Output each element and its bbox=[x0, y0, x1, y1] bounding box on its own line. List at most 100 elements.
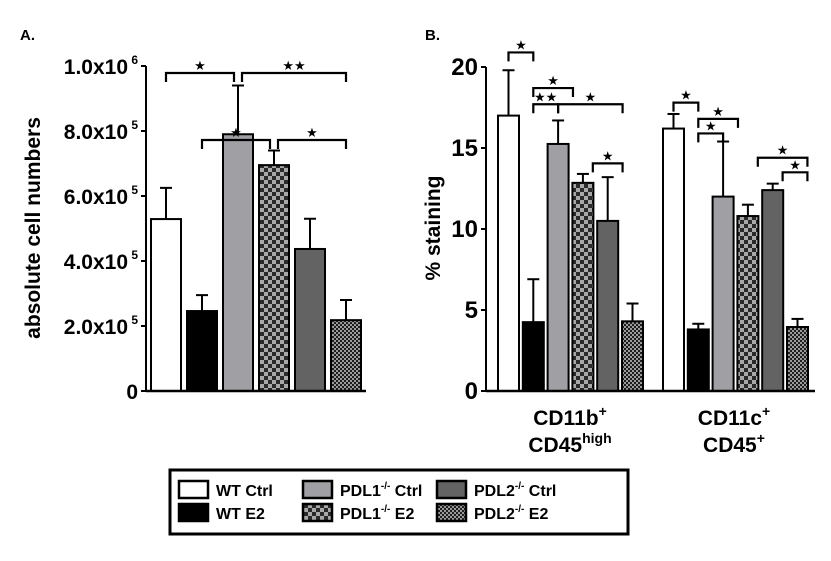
category-label: CD11b+CD45high bbox=[528, 403, 611, 457]
bar-pdl1-ctrl bbox=[711, 195, 735, 392]
significance-marker: ★ bbox=[591, 149, 624, 173]
bar-pdl1-e2 bbox=[571, 181, 595, 392]
category-line2: CD45high bbox=[528, 430, 611, 457]
category-label: CD11c+CD45+ bbox=[698, 403, 770, 457]
legend-label: WT E2 bbox=[216, 506, 265, 523]
legend-swatch bbox=[435, 502, 468, 523]
category-line1: CD11c+ bbox=[698, 403, 770, 430]
y-tick-label: 20 bbox=[451, 54, 478, 81]
y-tick-label: 2.0x10 bbox=[64, 316, 128, 339]
significance-stars: ★ bbox=[306, 126, 318, 141]
y-tick-label: 8.0x10 bbox=[64, 121, 128, 144]
significance-bracket bbox=[200, 138, 272, 149]
legend-swatch bbox=[301, 502, 334, 523]
significance-marker: ★ bbox=[200, 126, 272, 149]
significance-stars: ★ bbox=[705, 119, 717, 134]
significance-stars: ★ bbox=[585, 90, 597, 105]
y-tick-label: 0 bbox=[465, 378, 478, 405]
significance-stars: ★ bbox=[547, 74, 559, 89]
y-tick-exponent: 5 bbox=[131, 313, 138, 327]
y-tick-exponent: 5 bbox=[131, 248, 138, 262]
bar-pdl1-ctrl bbox=[546, 142, 570, 392]
significance-stars: ★ bbox=[777, 144, 789, 159]
significance-bracket bbox=[276, 138, 348, 149]
legend-label: PDL1-/- Ctrl bbox=[340, 481, 422, 500]
y-tick-label: 1.0x10 bbox=[64, 56, 128, 79]
bar-pdl1-e2 bbox=[258, 164, 290, 392]
significance-marker: ★ bbox=[781, 158, 809, 182]
legend-label: PDL2-/- E2 bbox=[474, 504, 548, 523]
legend-item: PDL2-/- E2 bbox=[435, 502, 548, 523]
category-line2: CD45+ bbox=[703, 430, 765, 457]
significance-bracket bbox=[697, 117, 740, 128]
bar-wt-e2 bbox=[521, 321, 545, 392]
bar-wt-ctrl bbox=[150, 218, 182, 392]
significance-bracket bbox=[532, 103, 560, 114]
bar-pdl2-ctrl bbox=[596, 219, 620, 392]
significance-marker: ★ bbox=[532, 74, 575, 98]
bar-wt-ctrl bbox=[497, 114, 520, 392]
significance-stars: ★ bbox=[680, 89, 692, 104]
legend-label: PDL2-/- Ctrl bbox=[474, 481, 556, 500]
significance-marker: ★ bbox=[164, 59, 236, 82]
bar-wt-e2 bbox=[186, 310, 218, 392]
legend-box bbox=[168, 468, 630, 536]
y-tick-label: 0 bbox=[126, 381, 138, 404]
significance-bracket bbox=[591, 162, 624, 173]
bar-pdl1-ctrl bbox=[222, 133, 254, 392]
legend-item: WT Ctrl bbox=[177, 479, 273, 500]
bar-pdl2-e2 bbox=[786, 326, 809, 393]
significance-bracket bbox=[532, 86, 575, 98]
legend-label: PDL1-/- E2 bbox=[340, 504, 414, 523]
significance-bracket bbox=[781, 171, 809, 182]
y-tick-label: 10 bbox=[451, 216, 478, 243]
significance-bracket bbox=[507, 51, 535, 62]
significance-stars: ★ bbox=[789, 158, 801, 173]
significance-marker: ★ bbox=[557, 90, 624, 114]
y-tick-exponent: 5 bbox=[131, 118, 138, 132]
bar-wt-e2 bbox=[686, 328, 710, 393]
significance-stars: ★ bbox=[712, 105, 724, 120]
legend-swatch bbox=[435, 479, 468, 500]
y-tick-exponent: 5 bbox=[131, 183, 138, 197]
y-tick-label: 6.0x10 bbox=[64, 186, 128, 209]
legend-item: WT E2 bbox=[177, 502, 265, 523]
legend: WT Ctrl WT E2 PDL1-/- Ctrl PDL1-/- E2 PDL2-/… bbox=[168, 468, 630, 536]
significance-stars: ★ bbox=[230, 126, 242, 141]
significance-marker: ★ bbox=[756, 144, 809, 167]
y-ticks-b: 0 5 10 15 20 bbox=[451, 54, 486, 405]
bar-pdl2-e2 bbox=[621, 320, 644, 392]
significance-bracket bbox=[557, 103, 624, 114]
legend-swatch bbox=[177, 479, 210, 500]
y-tick-label: 5 bbox=[465, 297, 478, 324]
legend-swatch bbox=[301, 479, 334, 500]
panel-b-label: B. bbox=[425, 27, 440, 44]
category-line1: CD11b+ bbox=[533, 403, 607, 430]
significance-stars: ★★ bbox=[282, 59, 305, 74]
significance-marker: ★ bbox=[276, 126, 348, 149]
significance-marker: ★★ bbox=[532, 90, 560, 114]
bars-a bbox=[150, 84, 362, 392]
y-tick-label: 15 bbox=[451, 135, 478, 162]
significance-bracket bbox=[164, 71, 236, 82]
y-tick-label: 4.0x10 bbox=[64, 251, 128, 274]
legend-label: WT Ctrl bbox=[216, 483, 273, 500]
bar-pdl2-ctrl bbox=[761, 189, 785, 392]
significance-marker: ★ bbox=[697, 119, 725, 143]
y-axis-label-b: % staining bbox=[422, 175, 445, 280]
significance-stars: ★ bbox=[194, 59, 206, 74]
legend-item: PDL1-/- E2 bbox=[301, 502, 414, 523]
significance-marker: ★★ bbox=[240, 59, 348, 82]
significance-a: ★ ★★★ ★ bbox=[164, 59, 348, 149]
legend-item: PDL2-/- Ctrl bbox=[435, 479, 556, 500]
bar-pdl1-e2 bbox=[736, 215, 760, 392]
panel-a-label: A. bbox=[20, 27, 35, 44]
significance-bracket bbox=[672, 101, 700, 112]
bars-b bbox=[497, 69, 809, 393]
panel-a: A. absolute cell numbers 02.0x10 54.0x10 5… bbox=[20, 27, 366, 404]
y-tick-exponent: 6 bbox=[131, 53, 138, 67]
y-axis-label-a: absolute cell numbers bbox=[22, 117, 45, 339]
significance-stars: ★★ bbox=[534, 90, 557, 105]
